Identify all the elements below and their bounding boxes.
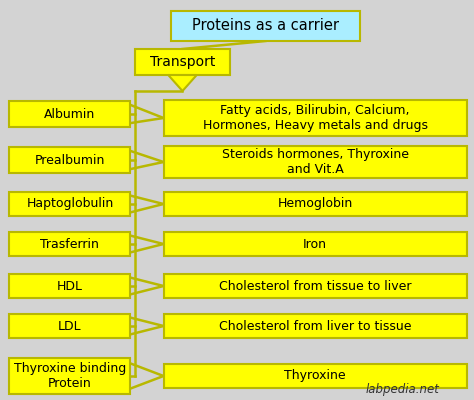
Text: Cholesterol from liver to tissue: Cholesterol from liver to tissue	[219, 320, 411, 332]
Text: Fatty acids, Bilirubin, Calcium,
Hormones, Heavy metals and drugs: Fatty acids, Bilirubin, Calcium, Hormone…	[203, 104, 428, 132]
Text: Prealbumin: Prealbumin	[35, 154, 105, 166]
Polygon shape	[168, 75, 197, 91]
FancyBboxPatch shape	[164, 232, 467, 256]
Text: Haptoglobulin: Haptoglobulin	[26, 198, 114, 210]
Text: labpedia.net: labpedia.net	[366, 383, 440, 396]
FancyBboxPatch shape	[9, 274, 130, 298]
FancyBboxPatch shape	[171, 11, 360, 41]
FancyBboxPatch shape	[9, 147, 130, 173]
FancyBboxPatch shape	[164, 100, 467, 136]
FancyBboxPatch shape	[9, 314, 130, 338]
Text: Proteins as a carrier: Proteins as a carrier	[192, 18, 339, 34]
Text: LDL: LDL	[58, 320, 82, 332]
FancyBboxPatch shape	[164, 314, 467, 338]
Text: Albumin: Albumin	[44, 108, 96, 120]
Text: Trasferrin: Trasferrin	[40, 238, 100, 250]
FancyBboxPatch shape	[9, 232, 130, 256]
Text: HDL: HDL	[57, 280, 83, 292]
FancyBboxPatch shape	[164, 274, 467, 298]
Text: Thyroxine: Thyroxine	[284, 370, 346, 382]
Text: Cholesterol from tissue to liver: Cholesterol from tissue to liver	[219, 280, 411, 292]
FancyBboxPatch shape	[164, 146, 467, 178]
FancyBboxPatch shape	[9, 358, 130, 394]
FancyBboxPatch shape	[9, 101, 130, 127]
FancyBboxPatch shape	[164, 192, 467, 216]
FancyBboxPatch shape	[164, 364, 467, 388]
Text: Thyroxine binding
Protein: Thyroxine binding Protein	[14, 362, 126, 390]
Text: Transport: Transport	[150, 55, 215, 69]
Text: Iron: Iron	[303, 238, 327, 250]
Text: Steroids hormones, Thyroxine
and Vit.A: Steroids hormones, Thyroxine and Vit.A	[222, 148, 409, 176]
FancyBboxPatch shape	[135, 49, 230, 75]
Text: Hemoglobin: Hemoglobin	[278, 198, 353, 210]
FancyBboxPatch shape	[9, 192, 130, 216]
